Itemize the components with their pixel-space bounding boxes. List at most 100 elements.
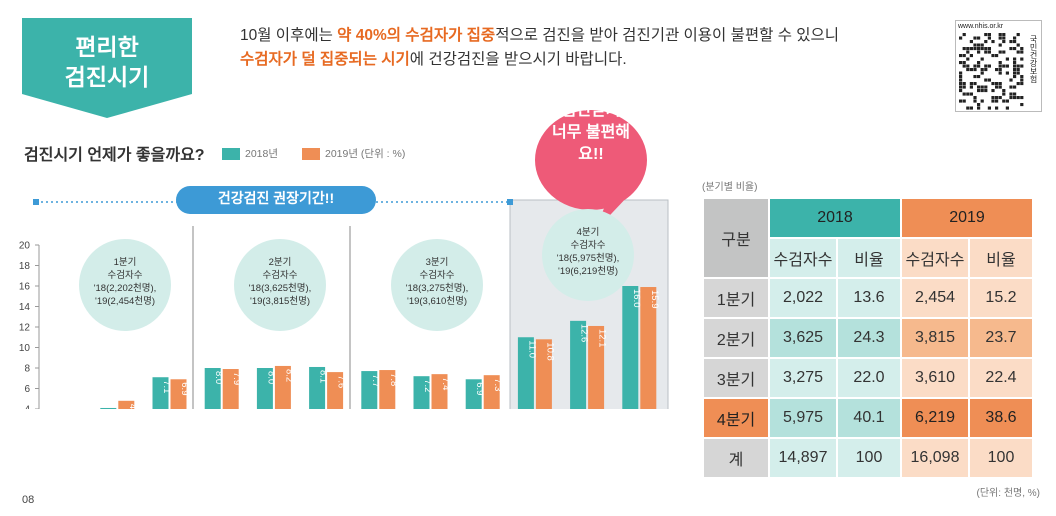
intro-l2-b: 에 건강검진을 받으시기 바랍니다. (409, 51, 627, 68)
qr-module (1009, 40, 1013, 44)
qr-module (1013, 61, 1017, 65)
qr-module (980, 71, 984, 75)
cell-ratio-2018: 40.1 (838, 399, 900, 437)
table-sub-count-2018: 수검자수 (770, 239, 836, 277)
intro-text: 10월 이후에는 약 40%의 수검자가 집중적으로 검진을 받아 검진기관 이… (240, 24, 839, 72)
qr-module (962, 82, 966, 86)
quarter-note-circle (234, 239, 326, 331)
cell-ratio-2019: 15.2 (970, 279, 1032, 317)
legend-2019: 2019년 (단위 : %) (302, 146, 405, 161)
bubble-line1: 검진받기 (561, 102, 621, 119)
y-tick-label: 20 (19, 241, 31, 252)
cell-ratio-2018: 100 (838, 439, 900, 477)
quarter-note-line: '18(3,625천명), (249, 283, 312, 294)
qr-module (1009, 85, 1013, 89)
qr-module (987, 36, 991, 40)
quarter-note-line: 수검자수 (571, 239, 606, 251)
bar-value-label: 4.8 (127, 404, 138, 409)
quarter-note-circle (79, 239, 171, 331)
qr-module (966, 64, 970, 68)
cell-ratio-2019: 23.7 (970, 319, 1032, 357)
qr-module (959, 99, 963, 103)
qr-module (984, 40, 988, 44)
qr-module (1020, 103, 1024, 107)
quarter-note-line: '19(6,219천명) (558, 266, 618, 277)
cell-count-2018: 3,625 (770, 319, 836, 357)
bar-value-label: 8.1 (318, 370, 329, 383)
qr-module (959, 75, 963, 79)
qr-module (984, 89, 988, 93)
qr-module (998, 36, 1002, 40)
qr-module (977, 85, 981, 89)
qr-code[interactable]: www.nhis.or.kr 국민건강보험 (955, 20, 1042, 112)
banner-shape (22, 18, 192, 118)
banner-line1: 편리한 (75, 34, 139, 60)
legend-2018-label: 2018년 (245, 148, 279, 160)
qr-module (1013, 71, 1017, 75)
qr-pattern (959, 33, 1024, 110)
table-row: 3분기 3,275 22.0 3,610 22.4 (704, 359, 1032, 397)
qr-module (966, 50, 970, 54)
qr-module (1016, 43, 1020, 47)
qr-module (977, 50, 981, 54)
y-tick-label: 18 (19, 261, 31, 272)
qr-module (1009, 47, 1013, 51)
qr-module (969, 68, 973, 72)
qr-module (1013, 40, 1017, 44)
qr-module (1020, 78, 1024, 82)
qr-module (962, 64, 966, 68)
qr-module (1016, 96, 1020, 100)
cell-ratio-2019: 22.4 (970, 359, 1032, 397)
qr-module (973, 36, 977, 40)
qr-module (1005, 99, 1009, 103)
qr-module (1020, 75, 1024, 79)
quarter-note-line: 1분기 (114, 257, 137, 268)
period-pill (176, 186, 376, 214)
bar-2019 (274, 365, 291, 409)
qr-module (969, 85, 973, 89)
qr-module (980, 68, 984, 72)
qr-module (987, 78, 991, 82)
qr-module (998, 82, 1002, 86)
qr-module (977, 36, 981, 40)
qr-module (1013, 96, 1017, 100)
bar-value-label: 12.1 (597, 329, 608, 348)
qr-module (1016, 64, 1020, 68)
qr-module (1005, 71, 1009, 75)
qr-module (1020, 47, 1024, 51)
bar-2018 (413, 376, 430, 409)
legend-2018-swatch (222, 148, 240, 161)
cell-count-2018: 5,975 (770, 399, 836, 437)
bar-2018 (204, 368, 221, 409)
qr-module (991, 96, 995, 100)
qr-module (995, 85, 999, 89)
chart-subtitle: 검진시기 언제가 좋을까요? (24, 147, 205, 164)
qr-module (991, 40, 995, 44)
qr-module (962, 54, 966, 58)
bar-value-label: 15.9 (649, 290, 660, 309)
bar-2018 (622, 286, 639, 409)
cell-count-2019: 2,454 (902, 279, 968, 317)
intro-l1-a: 10월 이후에는 (240, 27, 338, 44)
qr-module (959, 89, 963, 93)
bar-value-label: 7.2 (422, 379, 433, 392)
qr-module (977, 43, 981, 47)
qr-module (973, 99, 977, 103)
qr-module (1005, 57, 1009, 61)
bar-2018 (361, 371, 378, 409)
qr-module (998, 33, 1002, 37)
qr-module (977, 47, 981, 51)
quarter-note-circle (391, 239, 483, 331)
qr-module (995, 106, 999, 110)
bar-2018 (517, 337, 534, 409)
intro-l1-highlight: 약 40%의 수검자가 집중 (337, 27, 496, 44)
intro-l1-c: 적으로 검진을 받아 검진기관 이용이 불편할 수 있으니 (495, 27, 840, 44)
bar-value-label: 10.8 (544, 342, 555, 361)
cell-count-2019: 6,219 (902, 399, 968, 437)
qr-module (962, 99, 966, 103)
quarter-note-line: '19(3,815천명) (250, 296, 310, 307)
quarter-note-line: '19(3,610천명) (407, 296, 467, 307)
qr-module (1016, 50, 1020, 54)
qr-module (991, 89, 995, 93)
y-tick-label: 4 (24, 405, 30, 410)
